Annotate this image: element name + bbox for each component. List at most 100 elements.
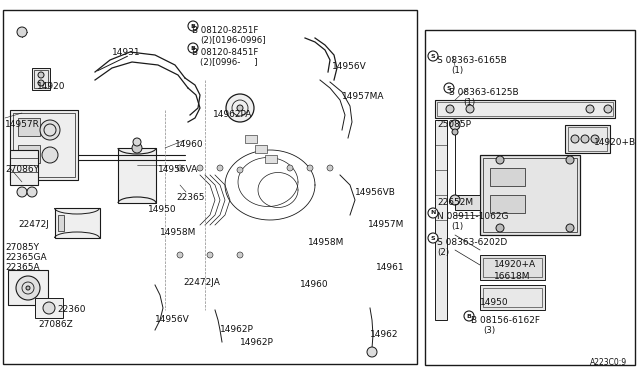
Circle shape <box>586 105 594 113</box>
Circle shape <box>571 135 579 143</box>
Text: 14950: 14950 <box>480 298 509 307</box>
Circle shape <box>450 195 460 205</box>
Bar <box>568 127 607 151</box>
Circle shape <box>16 276 40 300</box>
Circle shape <box>327 165 333 171</box>
Circle shape <box>367 347 377 357</box>
Circle shape <box>42 147 58 163</box>
Text: 14950: 14950 <box>148 205 177 214</box>
Text: 14956VA: 14956VA <box>158 165 198 174</box>
Circle shape <box>287 165 293 171</box>
Bar <box>3 10 417 364</box>
Text: 22365GA: 22365GA <box>5 253 47 262</box>
Circle shape <box>237 252 243 258</box>
Bar <box>265 155 277 163</box>
Text: 14957MA: 14957MA <box>342 92 385 101</box>
Text: 14961: 14961 <box>376 263 404 272</box>
Text: B: B <box>191 45 195 51</box>
Text: 14957R: 14957R <box>5 120 40 129</box>
Bar <box>480 285 545 310</box>
Text: 22360: 22360 <box>57 305 86 314</box>
Circle shape <box>566 224 574 232</box>
Circle shape <box>17 27 27 37</box>
Text: B 08156-6162F: B 08156-6162F <box>471 316 540 325</box>
Bar <box>483 288 542 307</box>
Bar <box>455 195 480 210</box>
Circle shape <box>188 43 198 53</box>
Circle shape <box>38 72 44 78</box>
Text: 14956V: 14956V <box>332 62 367 71</box>
Text: 22472J: 22472J <box>18 220 49 229</box>
Bar <box>13 113 75 177</box>
Circle shape <box>464 311 474 321</box>
Bar <box>10 150 38 185</box>
Text: S 08363-6125B: S 08363-6125B <box>449 88 518 97</box>
Text: 14960: 14960 <box>300 280 328 289</box>
Text: 14957M: 14957M <box>368 220 404 229</box>
Text: S: S <box>431 54 435 58</box>
Circle shape <box>452 129 458 135</box>
Text: N 08911-1062G: N 08911-1062G <box>437 212 509 221</box>
Text: 22472JA: 22472JA <box>183 278 220 287</box>
Text: 14962P: 14962P <box>220 325 254 334</box>
Circle shape <box>444 83 454 93</box>
Text: 14920+A: 14920+A <box>494 260 536 269</box>
Text: S 08363-6202D: S 08363-6202D <box>437 238 508 247</box>
Bar <box>35 298 63 318</box>
Text: (2)[0196-0996]: (2)[0196-0996] <box>200 36 266 45</box>
Text: 14958M: 14958M <box>160 228 196 237</box>
Circle shape <box>43 302 55 314</box>
Bar <box>10 110 78 180</box>
Text: 14956VB: 14956VB <box>355 188 396 197</box>
Circle shape <box>591 135 599 143</box>
Text: 14920: 14920 <box>37 82 65 91</box>
Bar <box>55 208 100 238</box>
Text: S: S <box>447 86 451 90</box>
Text: 14960: 14960 <box>175 140 204 149</box>
Circle shape <box>237 105 243 111</box>
Bar <box>483 258 542 277</box>
Circle shape <box>446 105 454 113</box>
Bar <box>565 125 610 153</box>
Circle shape <box>466 105 474 113</box>
Text: 22365A: 22365A <box>5 263 40 272</box>
Text: N: N <box>430 211 436 215</box>
Text: B 08120-8451F: B 08120-8451F <box>192 48 259 57</box>
Bar <box>255 145 267 153</box>
Circle shape <box>217 165 223 171</box>
Text: 14956V: 14956V <box>155 315 189 324</box>
Text: 14962: 14962 <box>370 330 399 339</box>
Text: 27086Z: 27086Z <box>38 320 73 329</box>
Bar <box>480 155 580 235</box>
Circle shape <box>26 286 30 290</box>
Bar <box>435 120 447 320</box>
Bar <box>245 135 257 143</box>
Text: (1): (1) <box>451 66 463 75</box>
Bar <box>118 148 156 203</box>
Text: 14931: 14931 <box>112 48 141 57</box>
Circle shape <box>197 165 203 171</box>
Bar <box>425 30 635 365</box>
Text: (2): (2) <box>437 248 449 257</box>
Text: S: S <box>431 235 435 241</box>
Text: S 08363-6165B: S 08363-6165B <box>437 56 507 65</box>
Circle shape <box>307 165 313 171</box>
Text: A223C0:9: A223C0:9 <box>590 358 627 367</box>
Text: B: B <box>191 23 195 29</box>
Circle shape <box>428 51 438 61</box>
Text: (1): (1) <box>463 98 475 107</box>
Circle shape <box>188 21 198 31</box>
Circle shape <box>566 156 574 164</box>
Circle shape <box>428 208 438 218</box>
Circle shape <box>496 224 504 232</box>
Text: 14962P: 14962P <box>240 338 274 347</box>
Text: (1): (1) <box>451 222 463 231</box>
Circle shape <box>226 94 254 122</box>
Circle shape <box>38 80 44 86</box>
Text: B: B <box>467 314 472 318</box>
Text: (3): (3) <box>483 326 495 335</box>
Bar <box>18 118 40 136</box>
Circle shape <box>177 165 183 171</box>
Circle shape <box>428 233 438 243</box>
Circle shape <box>604 105 612 113</box>
